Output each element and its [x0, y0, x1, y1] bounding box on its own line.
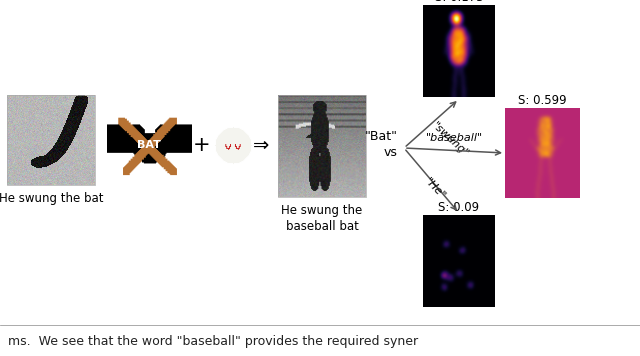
Text: "He": "He" [422, 177, 447, 202]
Text: ⇒: ⇒ [253, 136, 269, 155]
Text: "swung": "swung" [429, 120, 470, 159]
Text: S: 0.09: S: 0.09 [438, 201, 479, 214]
Bar [7, 95, 95, 185]
Text: He swung the bat: He swung the bat [0, 192, 103, 205]
Bar [278, 95, 366, 197]
Text: ms.  We see that the word "baseball" provides the required syner: ms. We see that the word "baseball" prov… [8, 335, 418, 348]
Text: S: 0.173: S: 0.173 [435, 0, 483, 4]
Text: BAT: BAT [137, 140, 161, 150]
Text: "baseball": "baseball" [426, 133, 483, 143]
Text: "Bat"
vs: "Bat" vs [365, 131, 398, 159]
Text: +: + [193, 135, 211, 155]
Text: S: 0.599: S: 0.599 [518, 94, 566, 107]
Text: He swung the
baseball bat: He swung the baseball bat [282, 204, 363, 233]
